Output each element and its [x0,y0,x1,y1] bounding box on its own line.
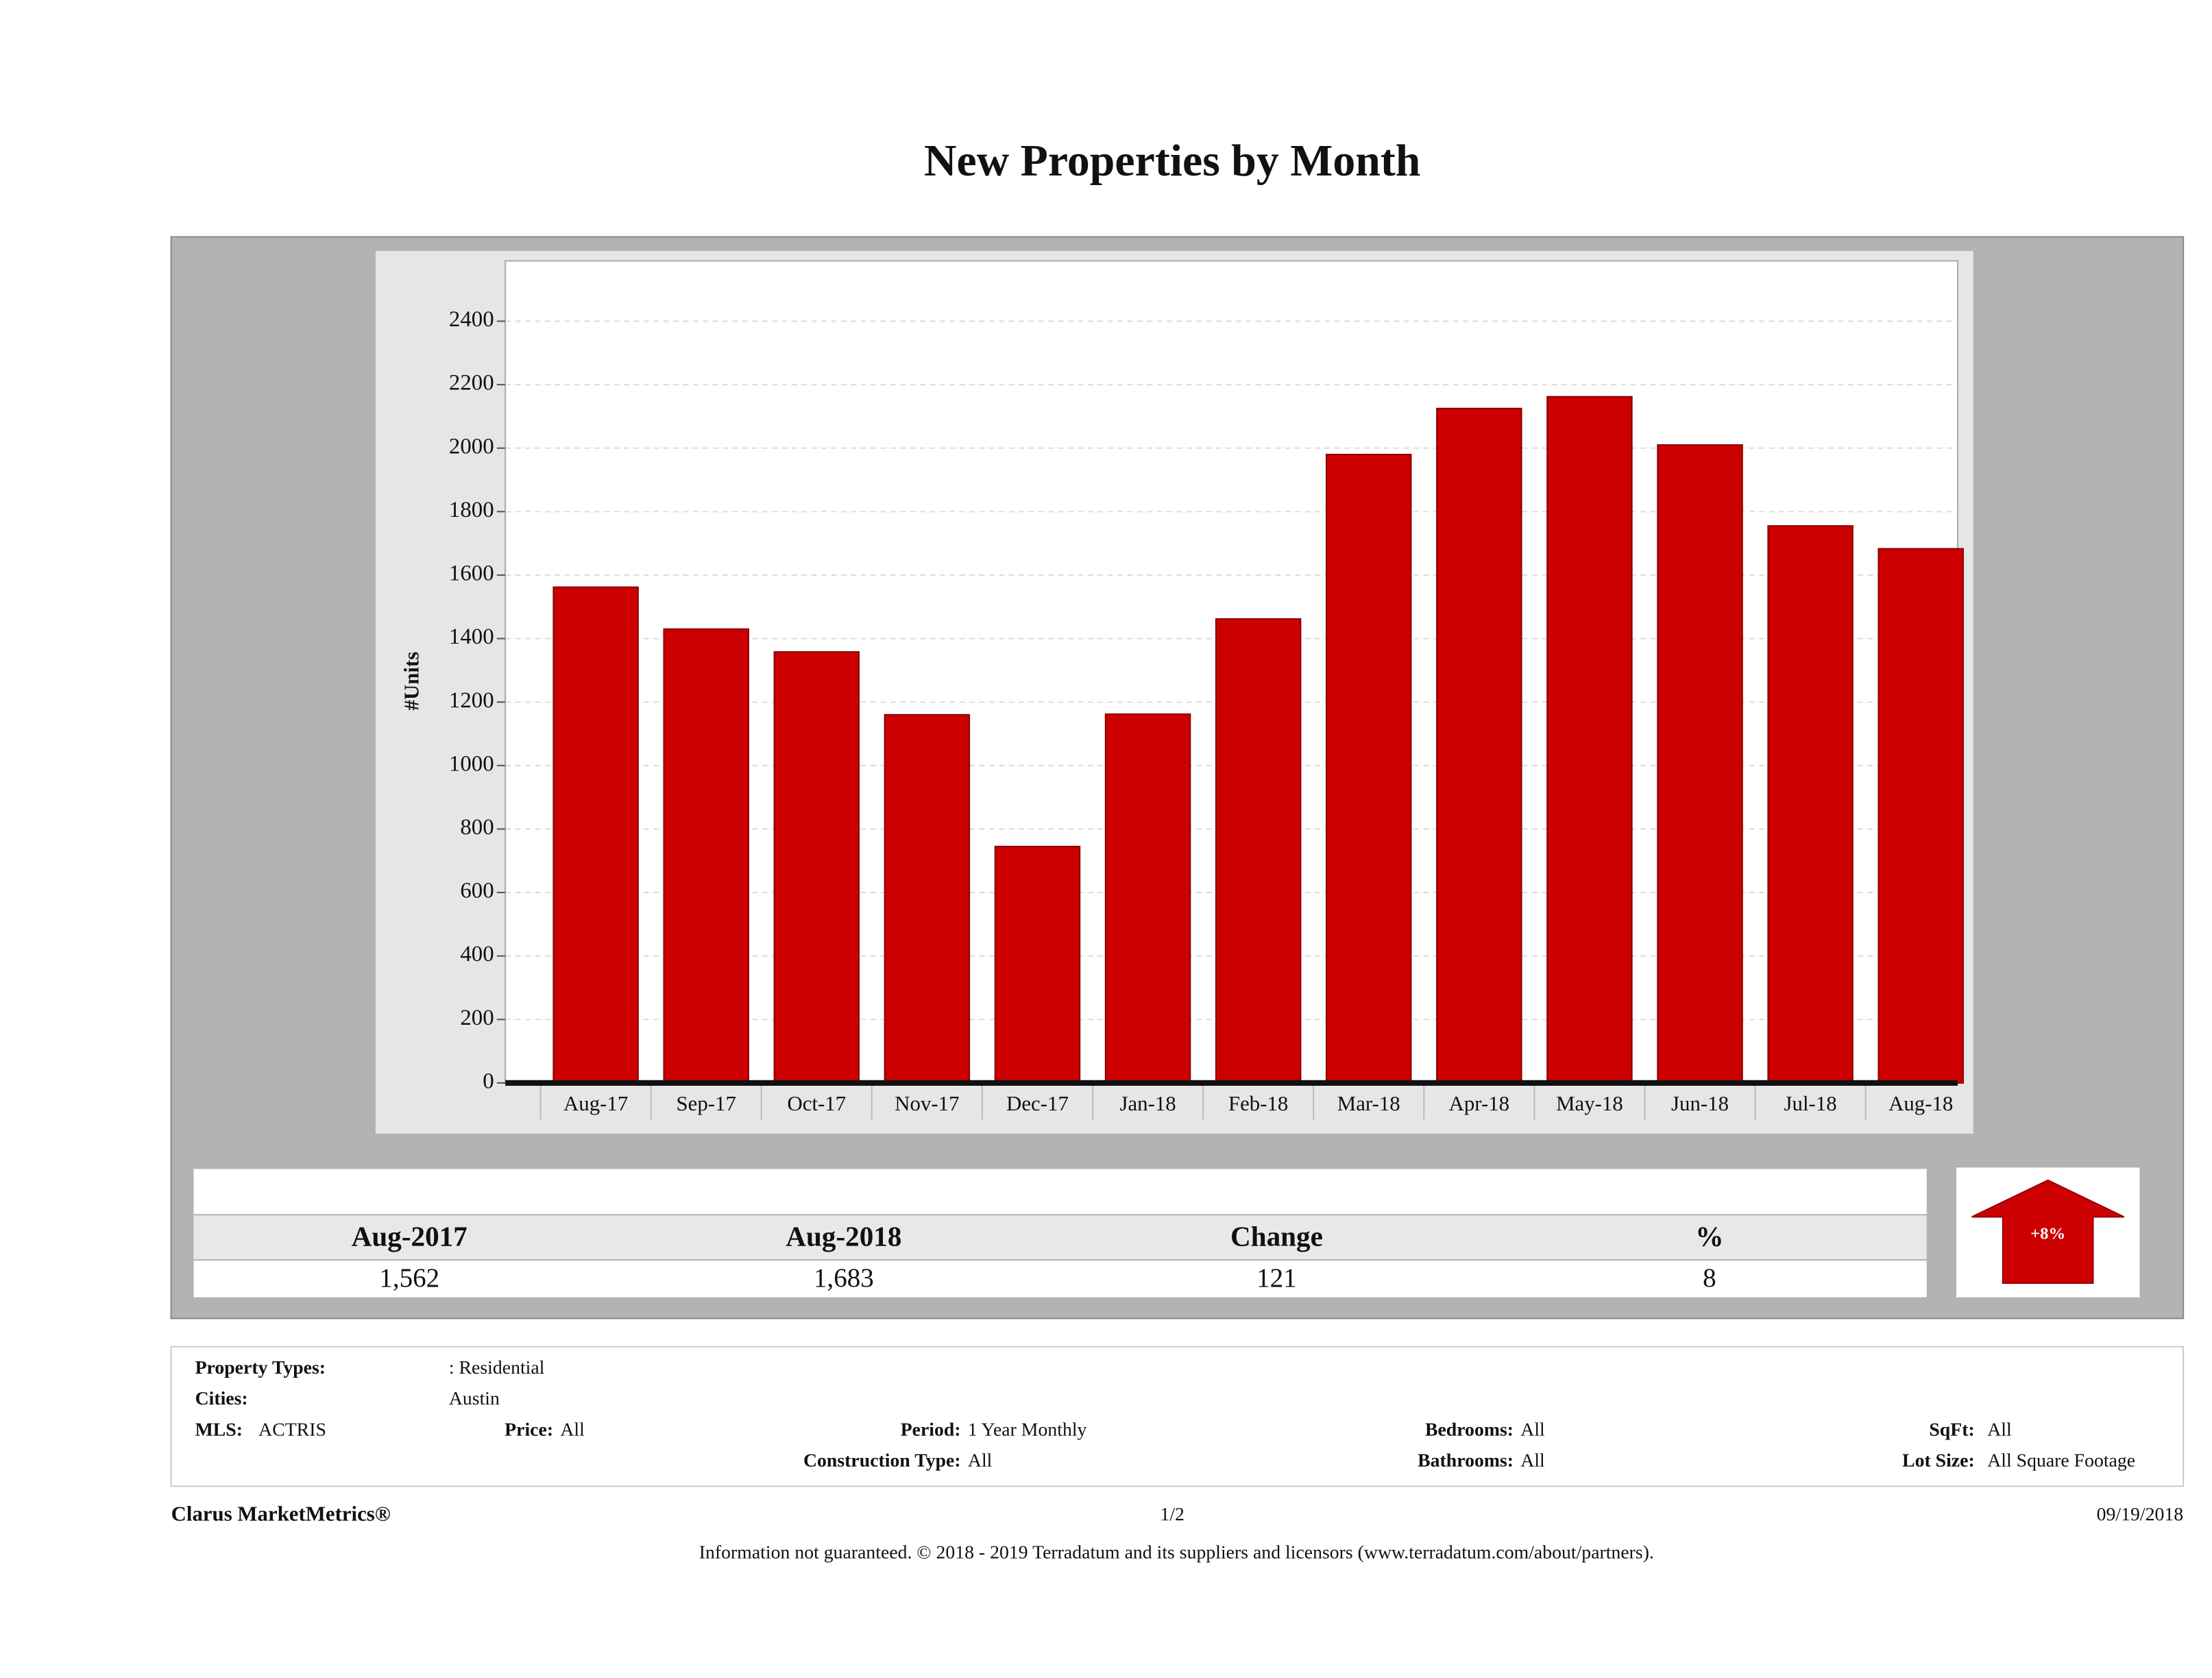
summary-value: 8 [1703,1263,1716,1293]
y-tick-label: 0 [483,1069,494,1093]
filter-value: All [1520,1450,1545,1472]
y-tick-label: 1600 [449,561,494,586]
filter-value: 1 Year Monthly [968,1419,1087,1440]
filter-value: All [968,1450,993,1472]
summary-header: Aug-2017 [352,1221,467,1252]
filter-label: Lot Size: [1902,1450,1975,1472]
x-tick-label: Jun-18 [1671,1092,1729,1115]
plot: 0 200 400 600 800 1000 1200 1400 1600 1800 2000 220… [449,307,1964,1120]
brand: Clarus MarketMetrics® [171,1503,391,1526]
bar [994,845,1081,1084]
filters-box [170,1346,2185,1487]
bar [1215,618,1302,1084]
x-tick-label: Feb-18 [1228,1092,1288,1115]
filter-label: Cities: [195,1388,248,1409]
filter-value: ACTRIS [258,1419,326,1440]
x-tick-label: Jul-18 [1784,1092,1837,1115]
bar [1657,444,1743,1084]
filter-label: Price: [505,1419,553,1440]
y-tick-label: 600 [460,879,494,903]
bar [1546,396,1633,1084]
x-tick-label: Oct-17 [787,1092,846,1115]
y-tick-label: 1000 [449,751,494,776]
filter-label: SqFt: [1929,1419,1974,1440]
y-tick-label: 2200 [449,371,494,396]
arrow-label: +8% [2030,1225,2065,1243]
filters: Property Types: : Residential Cities: Au… [195,1357,2136,1472]
bar [773,651,860,1084]
summary-header: % [1695,1221,1723,1252]
summary-value-row [193,1261,1927,1298]
x-tick-label: Mar-18 [1337,1092,1400,1115]
summary-value: 1,683 [814,1263,874,1293]
bar [1104,713,1191,1084]
bar [1326,454,1412,1084]
x-tick-label: May-18 [1556,1092,1623,1115]
filter-label: MLS: [195,1419,243,1440]
filter-label: Period: [901,1419,961,1440]
y-tick-label: 2400 [449,307,494,332]
y-tick-label: 400 [460,942,494,966]
y-tick-label: 1200 [449,688,494,713]
y-tick-label: 2000 [449,434,494,459]
filter-value: Austin [449,1388,500,1409]
x-tick-label: Dec-17 [1006,1092,1069,1115]
date: 09/19/2018 [2097,1504,2184,1525]
summary-header-row [193,1215,1927,1260]
up-arrow [1971,1179,2125,1285]
bar [1436,407,1522,1084]
filter-value: : Residential [449,1357,545,1378]
filter-value: All [1520,1419,1545,1440]
y-tick-label: 800 [460,815,494,840]
chart-title: New Properties by Month [924,136,1420,186]
bar [663,628,749,1084]
y-tick-label: 1400 [449,624,494,649]
x-tick-label: Nov-17 [895,1092,959,1115]
filter-label: Bathrooms: [1418,1450,1514,1472]
filter-label: Bedrooms: [1425,1419,1514,1440]
y-tick-label: 200 [460,1006,494,1030]
summary: Aug-2017 1,562 Aug-2018 1,683 Change 121% 8 [352,1221,1724,1293]
page-number: 1/2 [1160,1504,1184,1525]
filter-value: All [560,1419,585,1440]
summary-value: 121 [1256,1263,1297,1293]
disclaimer: Information not guaranteed. © 2018 - 201… [699,1542,1654,1563]
bar [552,586,639,1084]
summary-blank [193,1169,1927,1215]
filter-label: Property Types: [195,1357,326,1378]
bar [884,714,971,1084]
bar [1877,548,1964,1084]
y-tick-label: 1800 [449,498,494,522]
x-tick-label: Sep-17 [677,1092,736,1115]
x-tick-label: Aug-18 [1888,1092,1953,1115]
filter-label: Construction Type: [803,1450,961,1472]
x-tick-label: Apr-18 [1449,1092,1509,1115]
y-axis-label: #Units [400,652,424,711]
summary-header: Aug-2018 [786,1221,901,1252]
x-tick-label: Aug-17 [563,1092,628,1115]
summary-header: Change [1230,1221,1323,1252]
filter-value: All [1987,1419,2012,1440]
summary-value: 1,562 [379,1263,439,1293]
bar [1767,525,1854,1084]
x-tick-label: Jan-18 [1119,1092,1176,1115]
filter-value: All Square Footage [1987,1450,2135,1472]
